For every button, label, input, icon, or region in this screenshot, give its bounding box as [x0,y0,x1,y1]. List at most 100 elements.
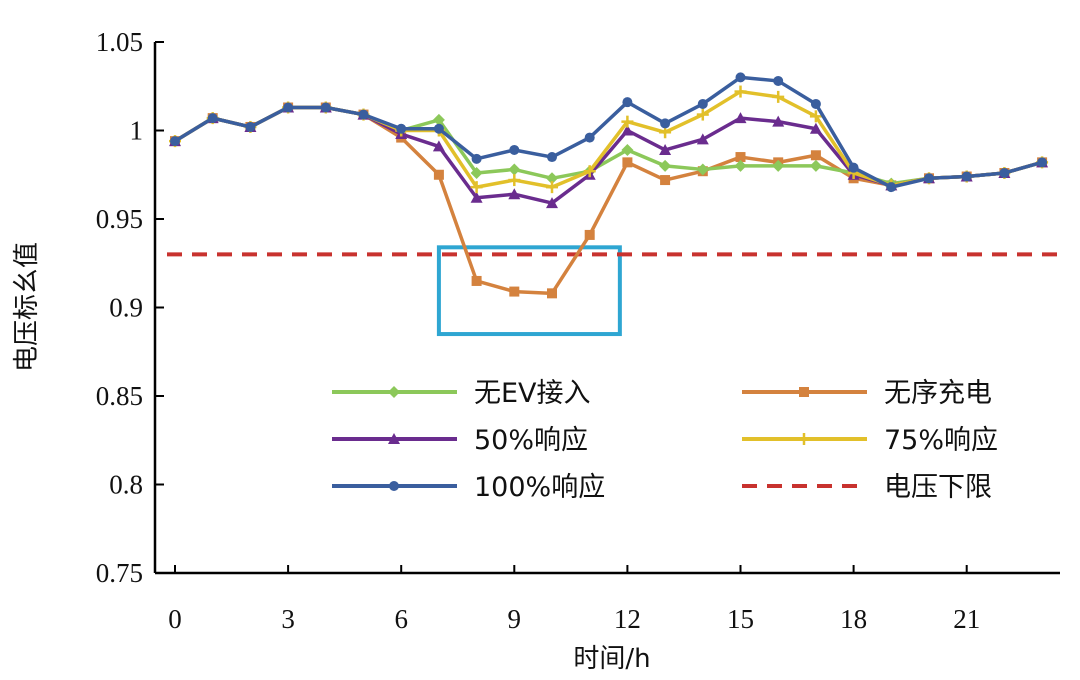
data-point [622,157,633,168]
data-point [660,118,671,129]
x-tick-label: 3 [281,604,295,634]
series-1 [170,102,1048,299]
x-tick-label: 9 [508,604,522,634]
y-tick-label: 0.95 [96,204,143,234]
data-point [696,108,709,121]
data-point [170,136,180,147]
data-point [396,123,407,134]
data-point [848,162,859,173]
y-axis-title: 电压标幺值 [12,242,42,372]
data-point [621,115,634,128]
data-point [320,102,331,113]
legend-label: 50%响应 [474,425,588,456]
data-point [584,229,595,240]
data-point [999,167,1010,178]
legend-item: 50%响应 [332,425,588,456]
data-point [1037,157,1048,168]
data-point [924,173,934,184]
legend-marker [798,433,810,445]
data-point [245,121,256,132]
legend-item: 75%响应 [742,425,998,456]
data-point [433,169,444,180]
data-point [772,115,785,127]
data-point [810,98,821,109]
data-point [583,165,596,178]
data-point [207,113,218,124]
series-line [174,105,1043,296]
x-tick-label: 12 [614,604,641,634]
data-point [772,159,785,172]
data-point [734,85,747,98]
legend-label: 无序充电 [884,378,992,409]
data-point [471,153,482,164]
x-tick-label: 21 [953,604,980,634]
y-tick-label: 0.85 [96,381,143,411]
series-2 [169,101,1049,209]
x-tick-label: 15 [727,604,754,634]
data-point [508,174,521,187]
data-point [470,181,483,194]
axes-group: 0.75 0.8 0.85 0.9 0.95 1 1.05 0 3 6 9 12 15 18 21 [96,27,1060,634]
data-point [432,140,445,152]
legend-item: 无EV接入 [332,378,591,409]
y-tick-label: 0.75 [96,558,143,588]
legend-marker [799,387,809,397]
data-point [961,171,972,182]
annotation-group [436,245,622,337]
data-point [621,143,634,156]
data-point [810,150,821,161]
y-tick-label: 0.8 [109,470,143,500]
legend-marker [388,433,400,444]
data-point [547,152,557,163]
data-point [735,152,746,163]
legend-label: 无EV接入 [474,378,591,409]
data-point [283,102,294,113]
legend-label: 75%响应 [884,425,998,456]
data-point [734,112,747,124]
data-point [509,286,520,297]
legend-item: 无序充电 [742,378,992,409]
legend-label: 电压下限 [884,472,992,503]
data-point [358,109,369,120]
data-point [432,113,445,126]
data-point [659,159,672,172]
y-tick-label: 1.05 [96,27,143,57]
data-point [471,275,482,286]
data-point [546,172,558,185]
data-point [621,124,634,136]
x-tick-label: 0 [168,604,182,634]
data-point [772,90,785,103]
legend-item: 100%响应 [332,472,605,503]
legend-item: 电压下限 [742,472,992,503]
x-tick-label: 6 [394,604,408,634]
highlight-box [436,245,622,337]
y-tick-label: 1 [130,116,144,146]
data-point [546,197,558,209]
data-point [470,191,483,203]
data-point [696,163,709,176]
data-point [547,288,557,299]
data-point [696,133,709,145]
data-point [622,97,633,108]
data-point [470,166,483,179]
data-point [509,144,520,155]
data-point [697,98,708,109]
x-axis-title: 时间/h [573,644,650,674]
series-3 [169,85,1049,194]
data-point [659,143,672,155]
data-point [508,163,521,176]
data-point [508,188,521,200]
legend-marker [389,481,399,491]
data-point [584,132,595,143]
legend-label: 100%响应 [474,472,605,503]
data-point [660,175,671,186]
data-point [735,72,746,83]
series-group [167,72,1060,299]
series-line [174,75,1043,189]
legend: 无EV接入 无序充电 50%响应 75%响应 100%响应 电压下限 [332,378,998,503]
data-point [734,159,747,172]
data-point [809,110,822,123]
data-point [809,159,822,172]
